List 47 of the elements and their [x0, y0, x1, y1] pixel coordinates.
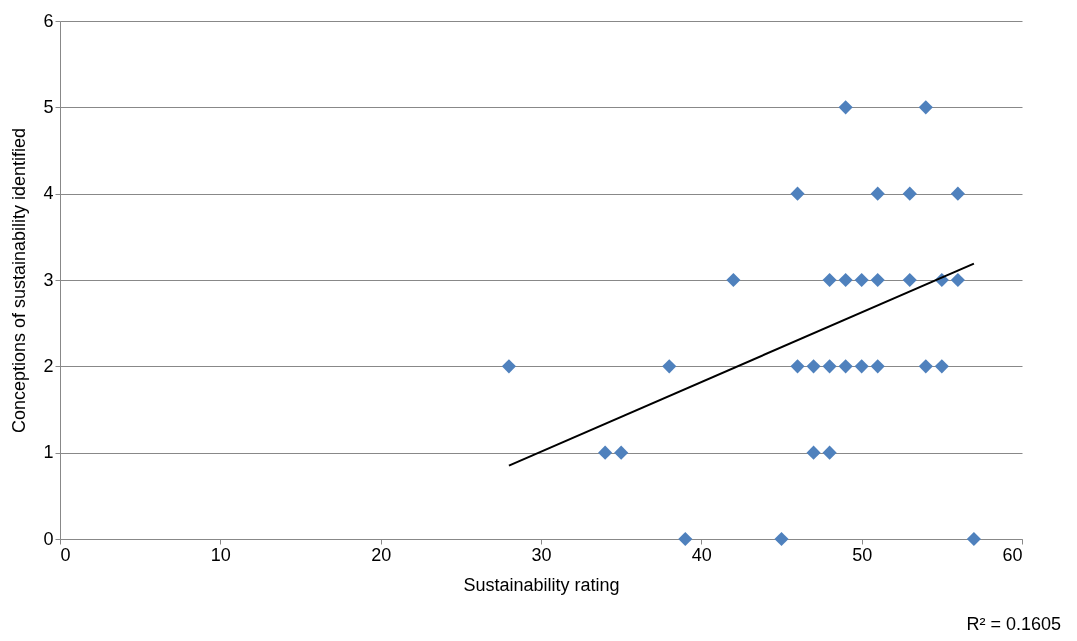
- x-tick-label: 0: [60, 544, 71, 565]
- point: [838, 100, 853, 115]
- x-tick-label: 50: [852, 544, 873, 565]
- point: [870, 359, 885, 374]
- point: [726, 272, 741, 288]
- point: [822, 445, 837, 460]
- point: [678, 531, 693, 547]
- point: [822, 272, 837, 288]
- point: [806, 445, 821, 460]
- y-tick-label: 5: [43, 96, 54, 117]
- point: [662, 359, 677, 374]
- x-tick-label: 30: [531, 544, 552, 565]
- point: [870, 272, 885, 288]
- y-tick-label: 0: [43, 528, 54, 549]
- y-axis-title: Conceptions of sustainability identified: [9, 127, 30, 434]
- point: [838, 359, 853, 374]
- point: [950, 272, 965, 288]
- x-tick-label: 60: [1002, 544, 1023, 565]
- point: [950, 186, 965, 201]
- point: [918, 100, 933, 115]
- point: [966, 531, 981, 547]
- point: [790, 186, 805, 201]
- y-tick-label: 2: [43, 355, 54, 376]
- point: [870, 186, 885, 201]
- point: [854, 359, 869, 374]
- x-tick-label: 20: [371, 544, 392, 565]
- point: [790, 359, 805, 374]
- y-tick-label: 1: [43, 442, 54, 463]
- point: [774, 531, 789, 547]
- point: [902, 186, 917, 201]
- point: [854, 272, 869, 288]
- point: [934, 359, 949, 374]
- point: [822, 359, 837, 374]
- text: R² = 0.1605: [966, 614, 1061, 634]
- y-tick-label: 3: [43, 269, 54, 290]
- point: [806, 359, 821, 374]
- point: [838, 272, 853, 288]
- x-tick-label: 10: [210, 544, 231, 565]
- x-tick-label: 40: [691, 544, 712, 565]
- point: [614, 445, 629, 460]
- y-tick-label: 6: [43, 10, 54, 31]
- point: [918, 359, 933, 374]
- point: [598, 445, 613, 460]
- y-tick-label: 4: [43, 183, 54, 204]
- point: [501, 359, 516, 374]
- point: [902, 272, 917, 288]
- x-axis-title: Sustainability rating: [463, 574, 620, 595]
